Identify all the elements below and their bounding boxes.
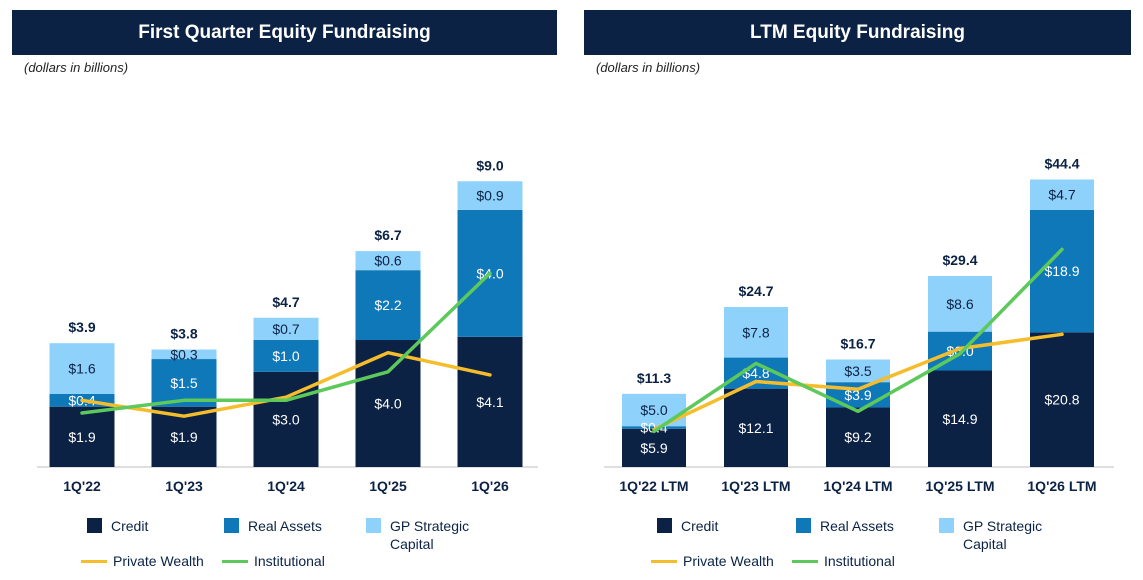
bar-total-label: $6.7	[374, 227, 401, 243]
gp-strategic-capital-swatch	[366, 518, 381, 533]
real-assets-swatch	[796, 518, 811, 533]
bar-value-label: $3.5	[844, 363, 871, 379]
institutional-swatch	[222, 560, 248, 563]
legend-institutional: Institutional	[792, 552, 895, 570]
bar-value-label: $1.5	[170, 375, 197, 391]
bar-segment	[355, 270, 421, 341]
bar-total-label: $3.8	[170, 326, 197, 342]
category-tick-label: 1Q'23	[165, 478, 203, 494]
bar-segment	[724, 307, 788, 358]
bar-value-label: $5.9	[640, 440, 667, 456]
bar-segment	[1030, 179, 1094, 210]
category-tick-label: 1Q'25	[369, 478, 407, 494]
bar-value-label: $12.1	[738, 420, 773, 436]
bar-value-label: $3.9	[844, 387, 871, 403]
bar-value-label: $9.2	[844, 429, 871, 445]
bar-segment	[826, 359, 890, 383]
left-panel: First Quarter Equity Fundraising (dollar…	[12, 0, 557, 580]
bar-total-label: $24.7	[738, 283, 773, 299]
bar-segment	[724, 388, 788, 467]
bar-segment	[826, 407, 890, 467]
institutional-line	[652, 247, 1064, 434]
bar-segment	[457, 181, 523, 210]
chart-title: LTM Equity Fundraising	[584, 10, 1131, 55]
bar-segment	[253, 317, 319, 341]
credit-swatch	[657, 518, 672, 533]
bar-segment	[622, 428, 686, 467]
quarterly-fundraising-chart: $1.9$0.4$1.6$3.91Q'22$1.9$1.5$0.3$3.81Q'…	[37, 157, 538, 494]
legend-private-wealth: Private Wealth	[81, 552, 204, 570]
gp-strategic-capital-swatch	[939, 518, 954, 533]
category-tick-label: 1Q'26	[471, 478, 509, 494]
chart-subtitle: (dollars in billions)	[596, 60, 701, 75]
legend-credit: Credit	[657, 517, 718, 535]
bar-value-label: $0.9	[476, 188, 503, 204]
institutional-swatch	[792, 560, 818, 563]
bar-total-label: $16.7	[840, 336, 875, 352]
real-assets-swatch	[224, 518, 239, 533]
category-tick-label: 1Q'22	[63, 478, 101, 494]
bar-segment	[928, 275, 992, 332]
bar-value-label: $8.6	[946, 296, 973, 312]
bar-value-label: $14.9	[942, 411, 977, 427]
bar-value-label: $18.9	[1044, 263, 1079, 279]
bar-value-label: $0.3	[170, 346, 197, 362]
private-wealth-swatch	[81, 560, 107, 563]
legend: Credit Real Assets GP Strategic Capital …	[12, 510, 557, 580]
legend-institutional: Institutional	[222, 552, 325, 570]
category-tick-label: 1Q'22 LTM	[619, 478, 688, 494]
legend: Credit Real Assets GP Strategic Capital …	[584, 510, 1131, 580]
category-tick-label: 1Q'24	[267, 478, 305, 494]
credit-swatch	[87, 518, 102, 533]
bar-total-label: $4.7	[272, 294, 299, 310]
ltm-fundraising-chart: $5.9$0.4$5.0$11.31Q'22 LTM$12.1$4.8$7.8$…	[604, 155, 1114, 494]
bar-value-label: $4.0	[374, 396, 401, 412]
bar-value-label: $1.6	[68, 361, 95, 377]
bar-value-label: $1.0	[272, 348, 299, 364]
bar-segment	[457, 336, 523, 467]
bar-segment	[1030, 332, 1094, 467]
right-panel: LTM Equity Fundraising (dollars in billi…	[584, 0, 1131, 580]
bar-value-label: $7.8	[742, 324, 769, 340]
bar-segment	[151, 349, 217, 360]
bar-total-label: $9.0	[476, 157, 503, 173]
bar-value-label: $2.2	[374, 297, 401, 313]
legend-private-wealth: Private Wealth	[651, 552, 774, 570]
private-wealth-line	[80, 350, 492, 418]
bar-value-label: $20.8	[1044, 392, 1079, 408]
private-wealth-line	[652, 332, 1064, 432]
legend-credit: Credit	[87, 517, 148, 535]
bar-total-label: $44.4	[1044, 155, 1079, 171]
category-tick-label: 1Q'24 LTM	[823, 478, 892, 494]
bar-total-label: $29.4	[942, 252, 977, 268]
category-tick-label: 1Q'23 LTM	[721, 478, 790, 494]
bar-segment	[49, 406, 115, 467]
bar-value-label: $4.1	[476, 394, 503, 410]
chart-subtitle: (dollars in billions)	[24, 60, 129, 75]
bar-value-label: $1.9	[68, 429, 95, 445]
legend-real-assets: Real Assets	[796, 517, 894, 535]
bar-segment	[49, 343, 115, 394]
bar-value-label: $3.0	[272, 411, 299, 427]
institutional-line	[80, 271, 492, 415]
category-tick-label: 1Q'25 LTM	[925, 478, 994, 494]
bar-total-label: $11.3	[637, 370, 671, 386]
bar-value-label: $0.7	[272, 321, 299, 337]
chart-title: First Quarter Equity Fundraising	[12, 10, 557, 55]
bar-segment	[928, 370, 992, 467]
bar-value-label: $1.9	[170, 429, 197, 445]
legend-gp-strategic-capital: GP Strategic Capital	[939, 517, 1079, 553]
bar-total-label: $3.9	[68, 319, 95, 335]
bar-segment	[253, 340, 319, 372]
private-wealth-swatch	[651, 560, 677, 563]
legend-real-assets: Real Assets	[224, 517, 322, 535]
category-tick-label: 1Q'26 LTM	[1027, 478, 1096, 494]
bar-value-label: $4.7	[1048, 187, 1075, 203]
legend-gp-strategic-capital: GP Strategic Capital	[366, 517, 506, 553]
bar-segment	[355, 251, 421, 271]
bar-value-label: $5.0	[640, 402, 667, 418]
bar-value-label: $0.6	[374, 253, 401, 269]
